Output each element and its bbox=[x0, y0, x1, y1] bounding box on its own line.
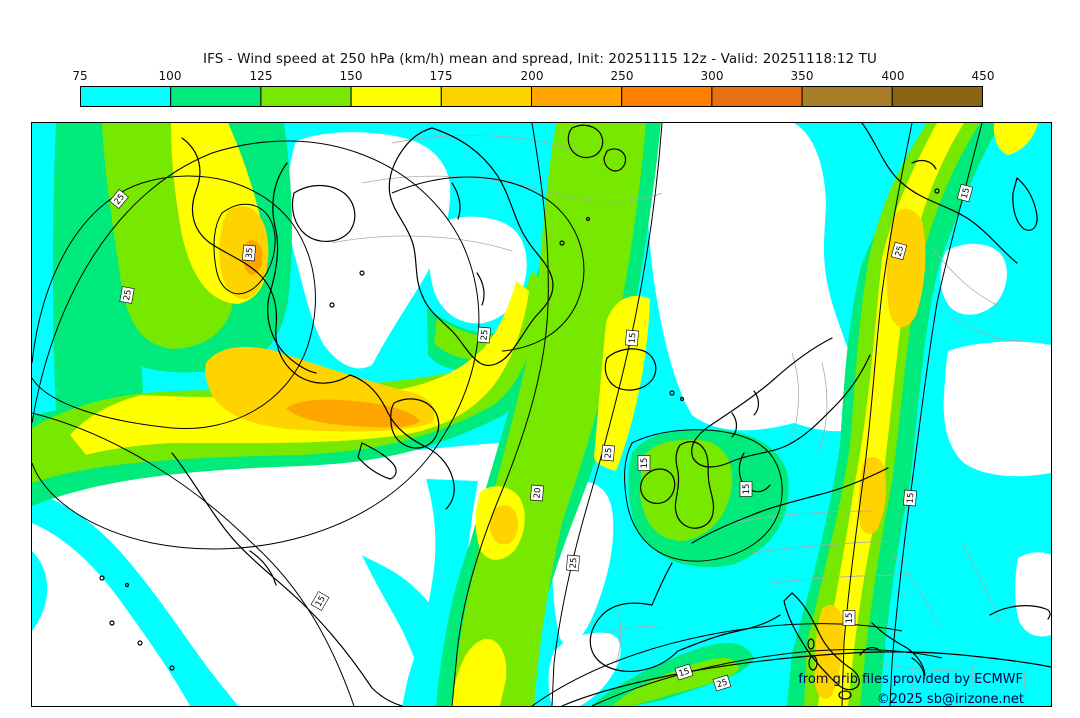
colorbar-segment bbox=[260, 86, 352, 107]
colorbar-ticks: 75 100 125 150 175 200 250 300 350 400 4… bbox=[72, 69, 994, 83]
page-title: IFS - Wind speed at 250 hPa (km/h) mean … bbox=[203, 51, 877, 67]
colorbar-tick: 75 bbox=[72, 69, 88, 83]
colorbar-tick: 125 bbox=[249, 69, 273, 83]
contour-label: 15 bbox=[640, 458, 650, 469]
colorbar-segment bbox=[621, 86, 713, 107]
colorbar-tick: 250 bbox=[610, 69, 634, 83]
colorbar-segment bbox=[350, 86, 442, 107]
colorbar-tick: 200 bbox=[520, 69, 544, 83]
colorbar-tick: 175 bbox=[429, 69, 453, 83]
wind-map: 25 25 35 15 25 20 15 25 25 15 15 25 15 1… bbox=[31, 122, 1052, 707]
attribution-copyright: ©2025 sb@irizone.net bbox=[877, 692, 1024, 706]
border-lines-layer bbox=[331, 135, 1027, 707]
colorbar bbox=[80, 86, 983, 107]
contour-label: 15 bbox=[628, 332, 639, 344]
contour-label: 25 bbox=[716, 678, 729, 691]
contour-label: 20 bbox=[533, 487, 544, 499]
contour-label: 15 bbox=[845, 613, 855, 624]
contour-label: 15 bbox=[742, 484, 752, 495]
contour-label: 35 bbox=[245, 247, 256, 259]
colorbar-tick: 400 bbox=[881, 69, 905, 83]
colorbar-tick: 300 bbox=[700, 69, 724, 83]
contour-label: 15 bbox=[314, 594, 328, 608]
contour-label: 25 bbox=[569, 557, 580, 569]
colorbar-tick: 150 bbox=[339, 69, 363, 83]
colorbar-tick: 100 bbox=[158, 69, 182, 83]
contour-label: 15 bbox=[678, 667, 691, 680]
contour-label: 25 bbox=[604, 447, 615, 459]
colorbar-segment bbox=[711, 86, 803, 107]
contour-label: 25 bbox=[122, 289, 134, 301]
contour-label: 25 bbox=[480, 329, 491, 341]
spread-contour-layer: 25 25 35 15 25 20 15 25 25 15 15 25 15 1… bbox=[31, 122, 983, 707]
colorbar-segment bbox=[891, 86, 983, 107]
windspeed-fill-layer bbox=[32, 123, 1051, 706]
contour-label: 25 bbox=[894, 245, 906, 258]
attribution-source: from grib files provided by ECMWF bbox=[798, 672, 1023, 687]
colorbar-svg bbox=[80, 86, 983, 107]
colorbar-segment bbox=[80, 86, 172, 107]
map-frame: 25 25 35 15 25 20 15 25 25 15 15 25 15 1… bbox=[31, 122, 1052, 707]
colorbar-tick: 350 bbox=[790, 69, 814, 83]
colorbar-tick: 450 bbox=[971, 69, 995, 83]
colorbar-segment bbox=[531, 86, 623, 107]
coastline-layer bbox=[99, 122, 1052, 707]
colorbar-segment bbox=[801, 86, 893, 107]
colorbar-segment bbox=[170, 86, 262, 107]
contour-labels: 25 25 35 15 25 20 15 25 25 15 15 25 15 1… bbox=[109, 183, 974, 692]
contour-label: 15 bbox=[906, 492, 917, 504]
colorbar-segment bbox=[440, 86, 532, 107]
contour-label: 15 bbox=[960, 187, 972, 200]
